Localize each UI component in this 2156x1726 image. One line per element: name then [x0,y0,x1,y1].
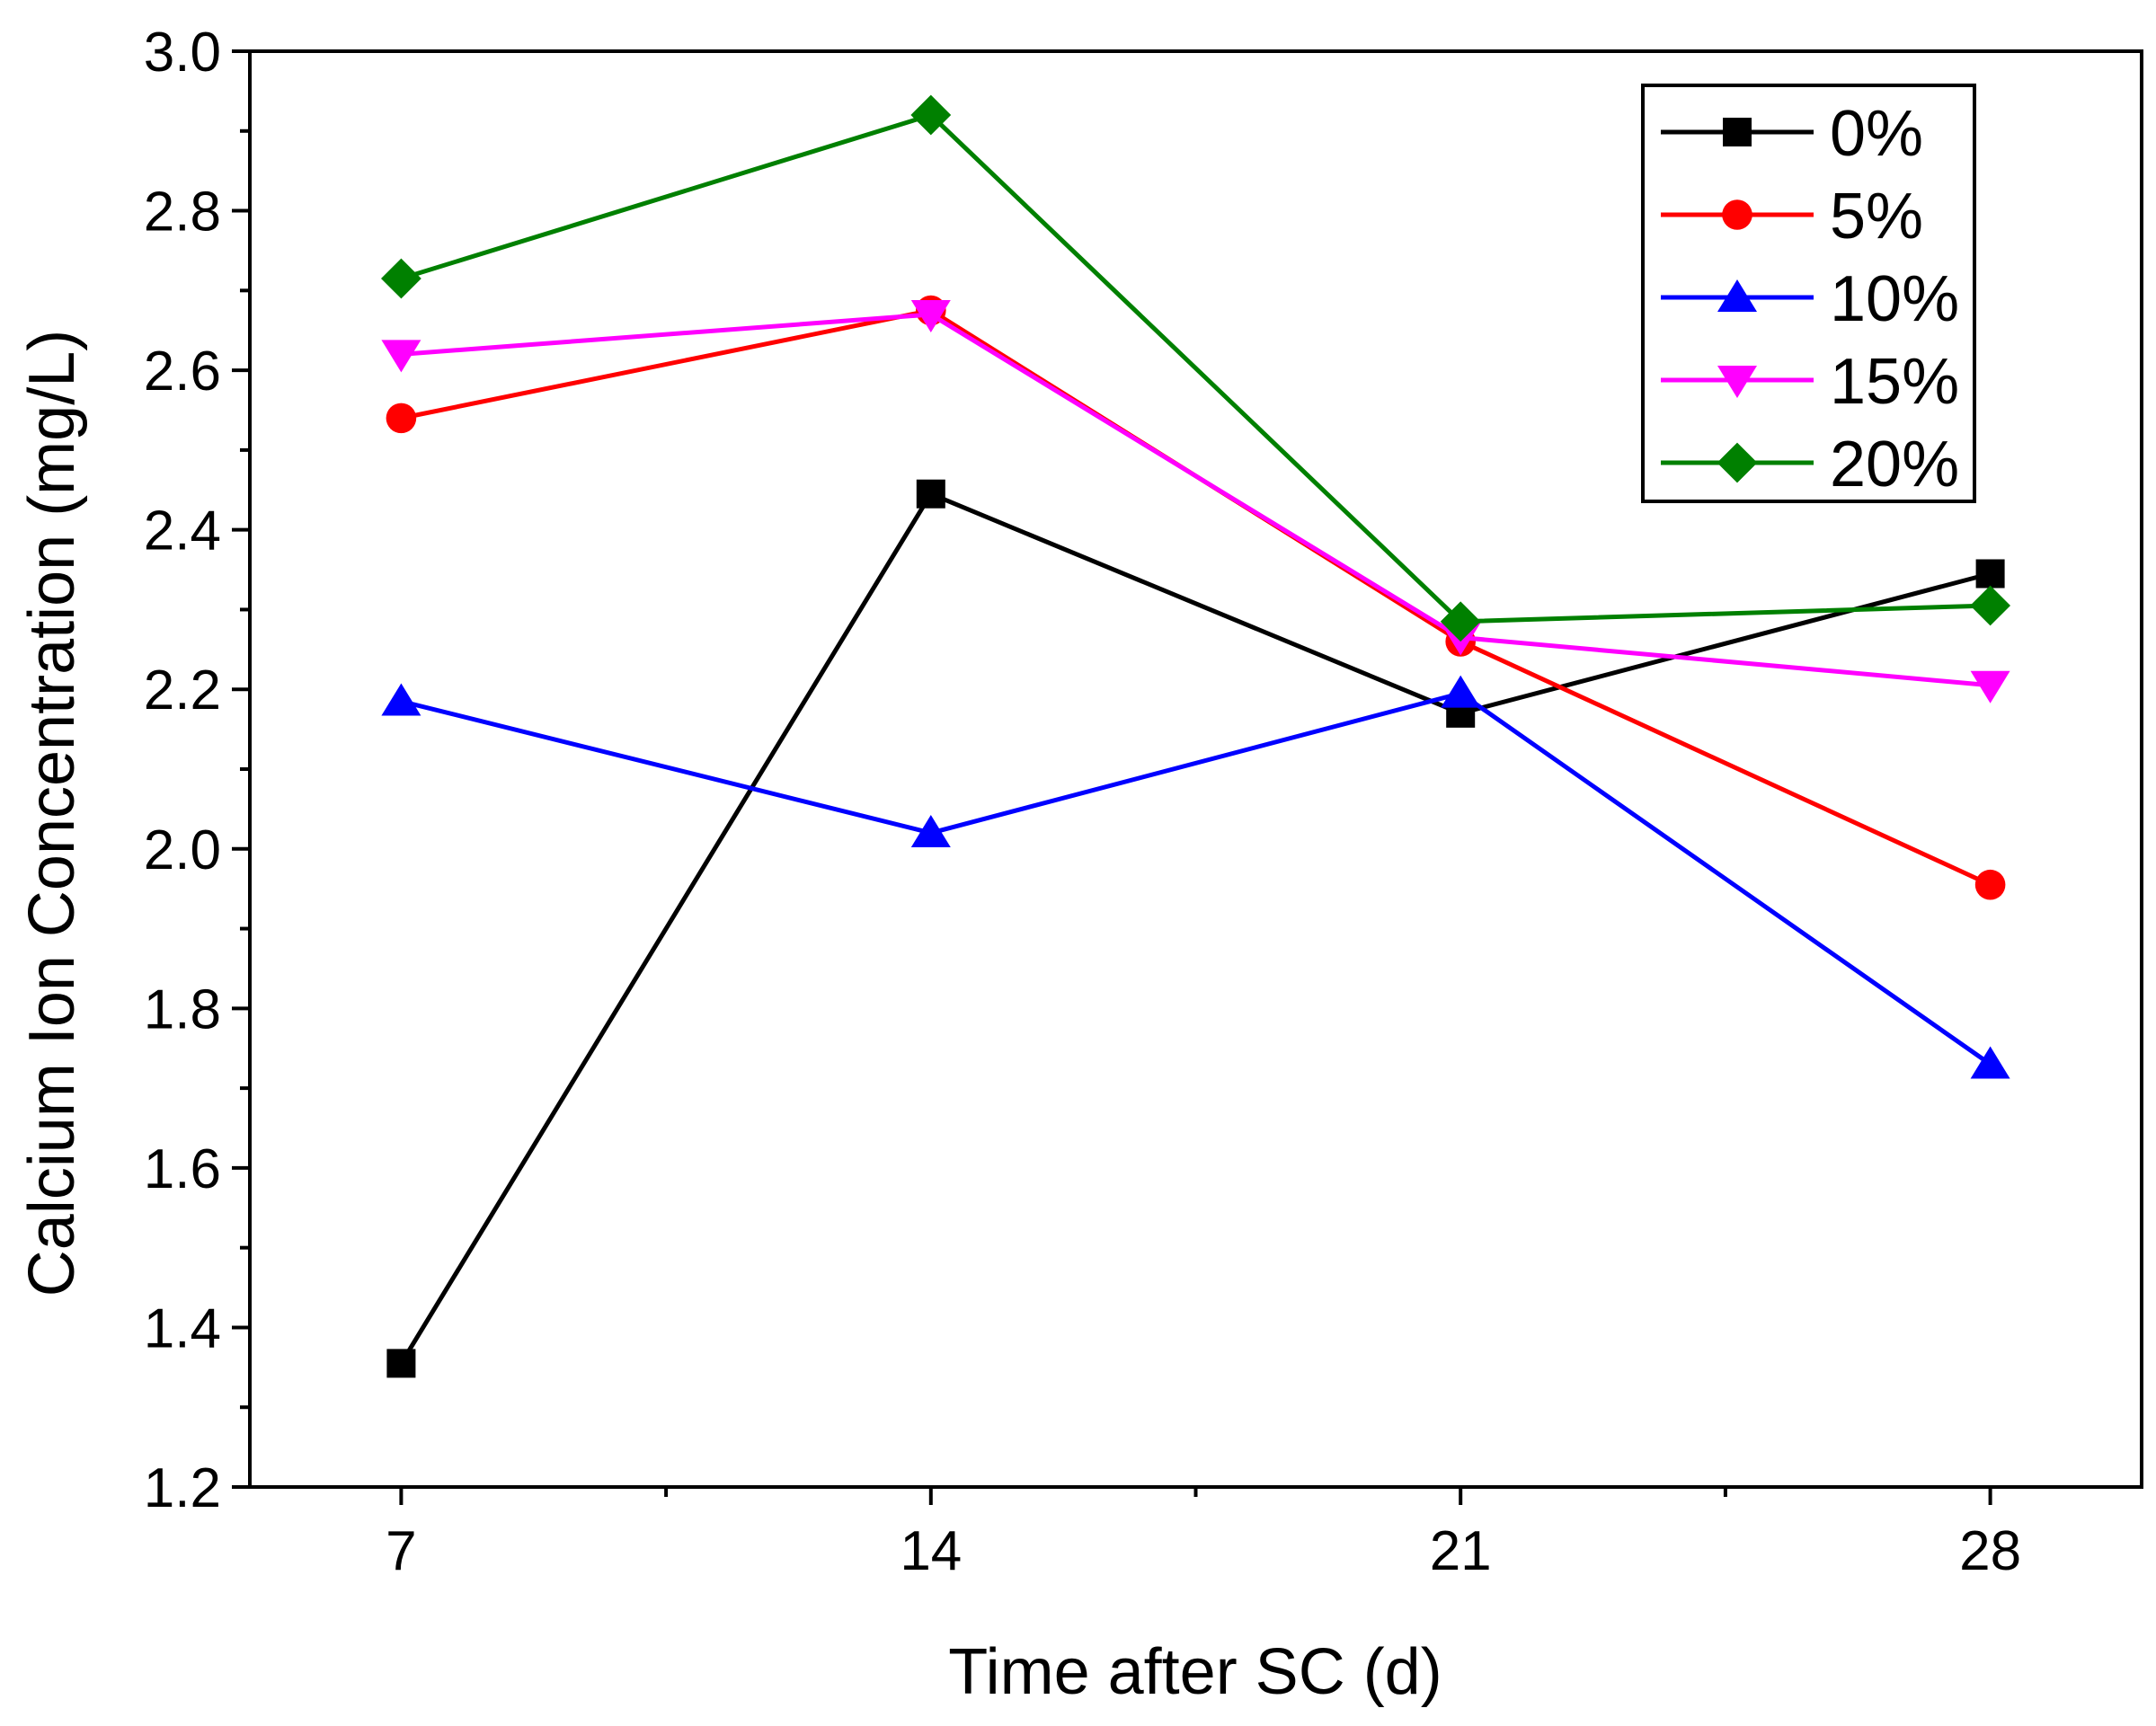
data-point [1970,670,2010,704]
legend-marker [1717,442,1758,483]
data-point [1970,1046,2010,1079]
x-tick-label: 7 [386,1520,416,1582]
legend-marker [1717,279,1757,312]
data-point [381,683,421,716]
series-20-percent [381,94,2010,642]
legend-entry: 5% [1661,181,1923,252]
legend-marker [1723,118,1752,146]
legend-label: 10% [1830,263,1959,335]
y-tick-label: 1.6 [144,1138,221,1200]
x-tick-label: 14 [900,1520,962,1582]
y-tick-label: 2.8 [144,181,221,243]
series-line [400,112,1991,624]
data-point [386,403,417,434]
y-tick-label: 2.6 [144,341,221,403]
legend-entry: 20% [1661,429,1959,500]
legend-marker [1722,199,1752,230]
y-tick-label: 1.4 [144,1297,221,1359]
data-point [910,815,951,848]
y-tick-label: 2.2 [144,659,221,721]
series-line [401,312,1991,688]
x-tick-label: 28 [1959,1520,2021,1582]
legend-box [1641,84,1976,503]
legend-entry: 15% [1661,346,1959,418]
y-tick-label: 2.4 [144,500,221,562]
x-tick-label: 21 [1430,1520,1492,1582]
y-axis-title: Calcium Ion Concentration (mg/L) [16,330,88,1297]
y-tick-label: 2.0 [144,819,221,881]
data-point [381,340,421,373]
y-tick-label: 1.2 [144,1457,221,1519]
series-line [400,691,1992,1067]
data-point [1440,601,1481,642]
series-group [381,94,2010,1378]
data-point [1441,675,1481,708]
legend-entry: 10% [1661,263,1959,335]
legend-label: 15% [1830,346,1959,418]
data-point [386,1349,416,1378]
y-tick-label: 1.8 [144,978,221,1040]
x-axis-title: Time after SC (d) [948,1636,1442,1708]
data-point [1974,869,2006,900]
legend-label: 0% [1830,98,1923,170]
data-point [910,299,951,332]
legend-label: 5% [1830,181,1923,252]
data-point [381,258,421,299]
data-point [1975,559,2005,589]
series-10-percent [381,675,2010,1079]
legend-entry: 0% [1661,98,1923,170]
y-tick-label: 3.0 [144,22,221,84]
data-point [916,479,945,509]
data-point [1970,585,2010,626]
axes: 1.2 1.4 1.6 1.8 2.0 2.2 2.4 2.6 2.8 3.0 7 14 21 28 [144,22,2143,1582]
series-0-percent [386,479,2005,1378]
legend-marker [1717,366,1757,398]
legend: 0% 5% 10% 15% 20% [1641,84,1976,503]
legend-label: 20% [1830,429,1959,500]
series-line [399,491,1992,1365]
data-point [910,94,952,136]
